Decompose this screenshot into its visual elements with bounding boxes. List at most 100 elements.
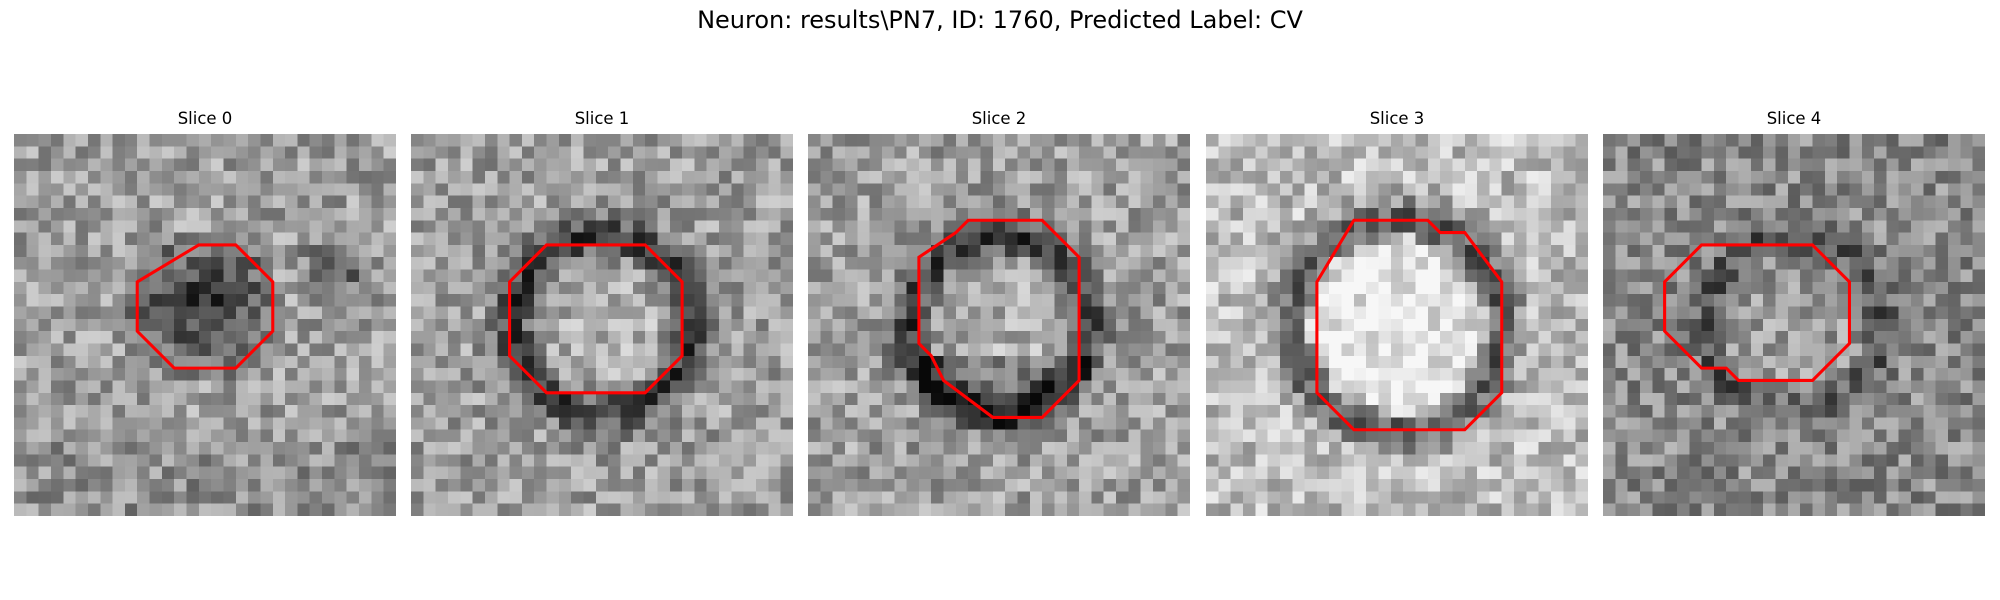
- image-pixel: [1911, 195, 1924, 209]
- image-pixel: [682, 392, 695, 406]
- image-pixel: [1812, 331, 1826, 344]
- image-pixel: [1366, 392, 1379, 406]
- image-pixel: [1627, 466, 1641, 480]
- image-pixel: [161, 281, 175, 295]
- image-pixel: [1042, 355, 1055, 369]
- image-pixel: [1849, 454, 1863, 467]
- image-pixel: [411, 183, 424, 196]
- image-pixel: [186, 405, 200, 418]
- image-pixel: [1849, 269, 1863, 283]
- image-pixel: [1329, 454, 1342, 467]
- image-pixel: [1304, 269, 1318, 283]
- image-pixel: [1861, 306, 1875, 320]
- image-pixel: [63, 306, 76, 320]
- image-pixel: [75, 392, 89, 406]
- image-pixel: [174, 368, 187, 381]
- image-pixel: [1861, 318, 1875, 332]
- image-pixel: [1242, 392, 1256, 406]
- image-pixel: [1415, 257, 1429, 270]
- image-pixel: [832, 380, 846, 394]
- image-pixel: [1575, 355, 1588, 369]
- image-pixel: [1972, 405, 1985, 418]
- image-pixel: [968, 306, 981, 320]
- image-pixel: [931, 442, 944, 455]
- image-pixel: [1017, 195, 1031, 209]
- image-pixel: [546, 442, 560, 455]
- image-pixel: [223, 195, 237, 209]
- image-pixel: [137, 318, 150, 332]
- image-pixel: [87, 195, 101, 209]
- image-pixel: [1242, 343, 1256, 357]
- image-pixel: [497, 146, 510, 159]
- image-pixel: [657, 183, 671, 196]
- image-pixel: [955, 343, 969, 357]
- image-pixel: [1218, 368, 1231, 381]
- image-pixel: [1526, 146, 1539, 159]
- image-pixel: [869, 294, 883, 307]
- image-pixel: [1427, 380, 1441, 394]
- image-pixel: [1292, 343, 1305, 357]
- image-pixel: [1177, 331, 1190, 344]
- image-pixel: [14, 269, 27, 283]
- image-pixel: [460, 343, 473, 357]
- image-pixel: [1763, 442, 1776, 455]
- image-pixel: [1116, 343, 1129, 357]
- image-pixel: [1005, 318, 1018, 332]
- image-pixel: [719, 269, 732, 283]
- image-pixel: [497, 479, 510, 492]
- image-pixel: [472, 244, 486, 258]
- image-pixel: [1128, 491, 1141, 504]
- image-pixel: [1886, 269, 1899, 283]
- image-pixel: [844, 281, 858, 295]
- image-pixel: [1676, 429, 1690, 443]
- image-pixel: [297, 134, 310, 147]
- image-pixel: [435, 466, 449, 480]
- image-pixel: [682, 170, 695, 184]
- image-pixel: [1750, 392, 1764, 406]
- image-pixel: [955, 294, 969, 307]
- image-pixel: [472, 392, 486, 406]
- image-pixel: [1279, 269, 1293, 283]
- image-pixel: [1091, 306, 1104, 320]
- image-pixel: [595, 442, 609, 455]
- image-pixel: [509, 134, 523, 147]
- image-pixel: [50, 318, 64, 332]
- image-pixel: [894, 503, 907, 516]
- image-pixel: [1353, 158, 1367, 172]
- image-pixel: [1763, 170, 1776, 184]
- image-pixel: [620, 232, 634, 246]
- image-pixel: [497, 195, 510, 209]
- image-pixel: [161, 244, 175, 258]
- image-pixel: [26, 429, 39, 443]
- image-pixel: [1911, 220, 1924, 233]
- image-pixel: [1103, 368, 1117, 381]
- image-pixel: [1664, 454, 1678, 467]
- image-pixel: [1267, 466, 1281, 480]
- image-pixel: [608, 454, 621, 467]
- image-pixel: [931, 158, 944, 172]
- image-pixel: [1972, 158, 1985, 172]
- image-pixel: [1440, 244, 1453, 258]
- image-pixel: [297, 392, 310, 406]
- image-pixel: [1206, 269, 1219, 283]
- image-pixel: [1255, 220, 1268, 233]
- image-pixel: [1812, 392, 1826, 406]
- image-pixel: [297, 417, 310, 430]
- image-pixel: [955, 195, 969, 209]
- image-pixel: [1713, 146, 1727, 159]
- image-pixel: [1255, 405, 1268, 418]
- image-pixel: [1140, 454, 1154, 467]
- image-pixel: [497, 417, 510, 430]
- image-pixel: [1849, 479, 1863, 492]
- image-pixel: [87, 183, 101, 196]
- image-pixel: [359, 257, 372, 270]
- image-pixel: [844, 318, 858, 332]
- image-pixel: [1886, 417, 1899, 430]
- image-pixel: [832, 232, 846, 246]
- image-pixel: [174, 355, 187, 369]
- image-pixel: [211, 281, 224, 295]
- image-pixel: [309, 405, 323, 418]
- image-pixel: [1787, 318, 1801, 332]
- image-pixel: [1140, 257, 1154, 270]
- image-pixel: [1079, 195, 1092, 209]
